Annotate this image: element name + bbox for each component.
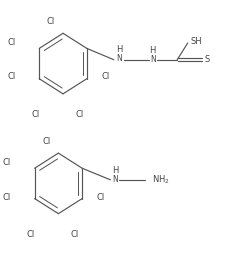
- Text: S: S: [204, 55, 209, 64]
- Text: SH: SH: [190, 37, 202, 46]
- Text: Cl: Cl: [27, 230, 35, 239]
- Text: NH$_2$: NH$_2$: [152, 174, 169, 186]
- Text: H: H: [112, 166, 118, 175]
- Text: Cl: Cl: [97, 192, 105, 201]
- Text: H: H: [116, 45, 122, 54]
- Text: N: N: [116, 54, 122, 63]
- Text: N: N: [112, 175, 118, 184]
- Text: Cl: Cl: [42, 138, 50, 147]
- Text: Cl: Cl: [70, 230, 79, 239]
- Text: Cl: Cl: [8, 72, 16, 82]
- Text: Cl: Cl: [102, 72, 110, 82]
- Text: Cl: Cl: [3, 192, 11, 201]
- Text: Cl: Cl: [32, 110, 40, 119]
- Text: Cl: Cl: [8, 38, 16, 47]
- Text: N: N: [150, 55, 156, 63]
- Text: Cl: Cl: [3, 158, 11, 167]
- Text: H: H: [149, 46, 156, 55]
- Text: Cl: Cl: [47, 17, 55, 26]
- Text: Cl: Cl: [75, 110, 83, 119]
